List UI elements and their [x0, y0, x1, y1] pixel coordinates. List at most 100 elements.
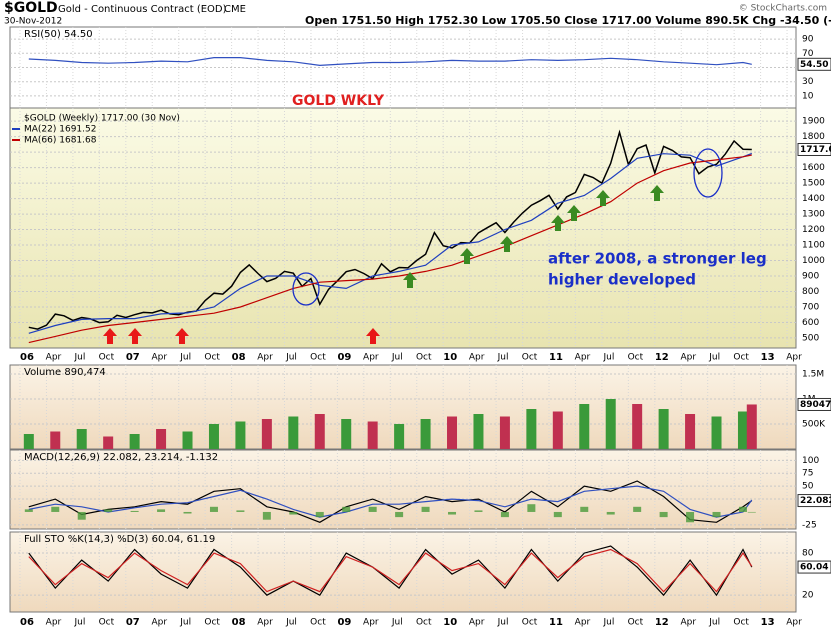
- x-tick-label: Jul: [602, 353, 614, 363]
- x-tick-label: Jul: [708, 618, 720, 628]
- x-tick-label: Apr: [575, 353, 591, 363]
- x-tick-label: Apr: [363, 618, 379, 628]
- x-tick-label: 07: [126, 617, 140, 628]
- histogram-bar: [395, 511, 404, 518]
- histogram-bar: [342, 506, 351, 512]
- exchange: CME: [224, 4, 246, 15]
- x-tick-label: 10: [443, 617, 457, 628]
- x-tick-label: Jul: [497, 618, 509, 628]
- histogram-bar: [262, 511, 271, 520]
- volume-bar: [103, 436, 114, 449]
- x-tick-label: Apr: [680, 618, 696, 628]
- volume-bar: [526, 409, 537, 449]
- volume-bar: [50, 431, 61, 449]
- x-tick-label: Oct: [310, 618, 326, 628]
- panel: [9, 107, 797, 349]
- histogram-bar: [606, 511, 615, 515]
- y-tick-label: 20: [802, 591, 814, 601]
- volume-bar: [447, 416, 458, 449]
- panel-label: Volume 890,474: [24, 367, 106, 378]
- volume-bar: [552, 411, 563, 449]
- green-arrow: [403, 272, 417, 288]
- histogram-bar: [368, 506, 377, 512]
- histogram-bar: [500, 511, 509, 518]
- x-tick-label: Apr: [575, 618, 591, 628]
- highlight-ellipse: [693, 148, 723, 198]
- y-tick-label: 1.5M: [802, 370, 824, 380]
- x-tick-label: 12: [655, 352, 669, 363]
- y-tick-label: 800: [802, 287, 819, 297]
- x-tick-label: 09: [337, 352, 351, 363]
- x-tick-label: 08: [232, 352, 246, 363]
- volume-bar: [182, 431, 193, 449]
- histogram-bar: [659, 511, 668, 518]
- histogram-bar: [580, 506, 589, 512]
- x-tick-label: Oct: [628, 353, 644, 363]
- legend-entry: MA(66) 1681.68: [24, 136, 97, 146]
- volume-bar: [367, 421, 378, 449]
- volume-bar: [711, 416, 722, 449]
- last-value-box: [797, 494, 831, 508]
- red-arrow: [366, 328, 380, 344]
- x-tick-label: 06: [20, 617, 34, 628]
- histogram-bar: [289, 511, 298, 515]
- histogram-bar: [236, 510, 245, 512]
- last-value-label: 890474: [800, 400, 831, 410]
- x-tick-label: Jul: [73, 618, 85, 628]
- last-value-label: 22.082: [800, 496, 831, 506]
- y-tick-label: 100: [802, 456, 819, 466]
- histogram-bar: [474, 510, 483, 512]
- x-tick-label: Oct: [628, 618, 644, 628]
- histogram-bar: [51, 506, 60, 512]
- x-tick-label: Apr: [151, 618, 167, 628]
- series-line: [28, 129, 752, 330]
- y-tick-label: 70: [802, 49, 814, 59]
- histogram-bar: [527, 504, 536, 512]
- date: 30-Nov-2012: [4, 17, 62, 27]
- volume-bar: [76, 429, 87, 449]
- x-tick-label: Apr: [151, 353, 167, 363]
- x-tick-label: 06: [20, 352, 34, 363]
- volume-bar: [129, 434, 140, 449]
- y-tick-label: 1000: [802, 256, 825, 266]
- y-tick-label: 1800: [802, 132, 825, 142]
- y-tick-label: 500: [802, 333, 819, 343]
- annotation: after 2008, a stronger leg: [548, 250, 767, 268]
- x-tick-label: Jul: [391, 353, 403, 363]
- last-value-label: 60.04: [800, 563, 828, 573]
- volume-bar: [579, 404, 590, 449]
- x-tick-label: Oct: [204, 353, 220, 363]
- legend-entry: MA(22) 1691.52: [24, 125, 96, 135]
- y-tick-label: 1100: [802, 241, 825, 251]
- green-arrow: [650, 185, 664, 201]
- volume-bar: [632, 404, 643, 449]
- x-tick-label: Oct: [522, 353, 538, 363]
- histogram-bar: [448, 511, 457, 515]
- x-tick-label: Oct: [310, 353, 326, 363]
- x-tick-label: 11: [549, 617, 563, 628]
- x-tick-label: Apr: [257, 353, 273, 363]
- histogram-bar: [104, 509, 113, 512]
- last-value-label: 54.50: [800, 60, 828, 70]
- histogram-bar: [421, 506, 430, 512]
- x-tick-label: Jul: [179, 618, 191, 628]
- series-line: [28, 154, 752, 344]
- volume-bar: [261, 419, 272, 449]
- x-tick-label: Jul: [708, 353, 720, 363]
- x-tick-label: Jul: [285, 618, 297, 628]
- histogram-bar: [209, 506, 218, 512]
- histogram-bar: [24, 509, 33, 512]
- x-tick-label: 12: [655, 617, 669, 628]
- volume-bar: [156, 429, 167, 449]
- series-line: [28, 152, 753, 334]
- x-tick-label: Oct: [416, 353, 432, 363]
- volume-bar: [420, 419, 431, 449]
- x-tick-label: Jul: [602, 618, 614, 628]
- volume-bar: [685, 414, 696, 449]
- quote: Open 1751.50 High 1752.30 Low 1705.50 Cl…: [305, 14, 831, 27]
- legend-entry: $GOLD (Weekly) 1717.00 (30 Nov): [24, 114, 180, 124]
- histogram-bar: [157, 509, 166, 512]
- green-arrow: [500, 236, 514, 252]
- histogram-bar: [183, 511, 192, 514]
